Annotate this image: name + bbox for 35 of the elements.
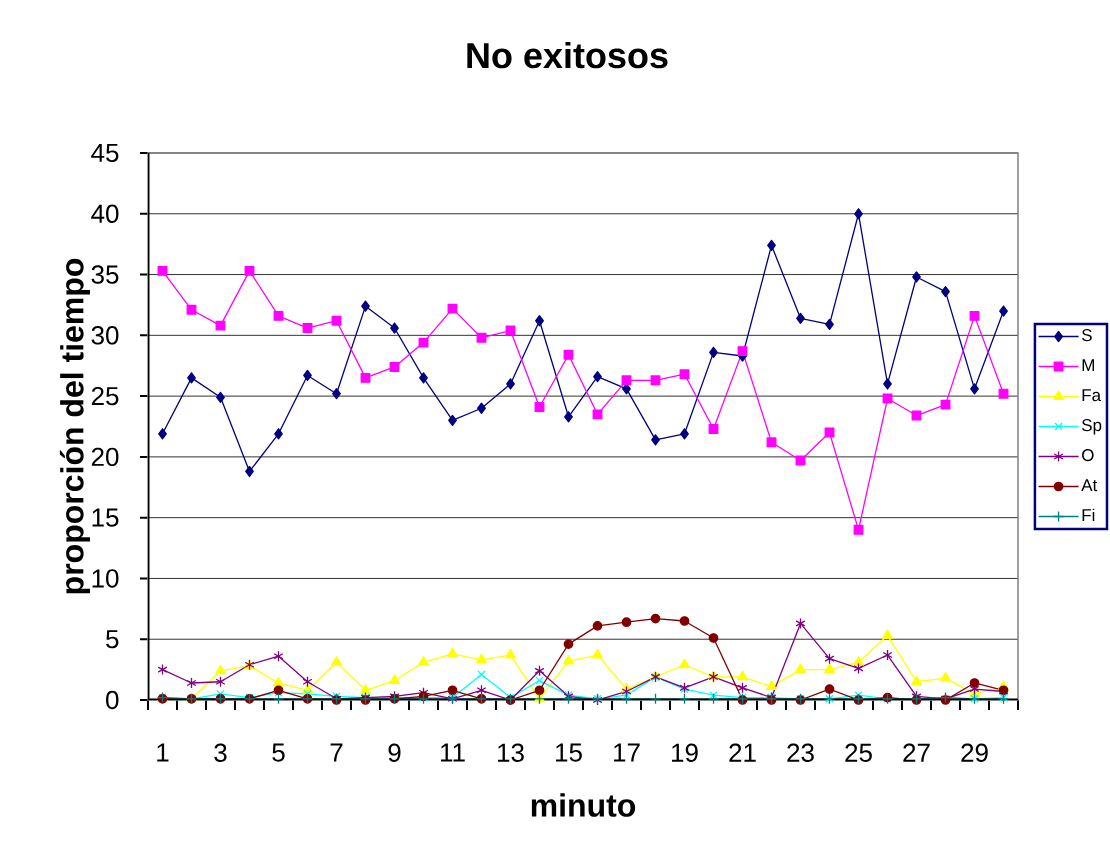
legend-label: Fa	[1082, 389, 1102, 402]
x-tick-label: 5	[272, 743, 285, 762]
x-tick-label: 27	[903, 743, 930, 762]
y-tick-label: 30	[91, 326, 119, 345]
legend-label: M	[1082, 359, 1094, 371]
x-tick-label: 15	[556, 743, 582, 762]
x-tick-label: 25	[845, 743, 872, 762]
x-axis-title: minuto	[531, 793, 636, 817]
x-tick-label: 29	[961, 743, 988, 762]
x-tick-label: 3	[214, 743, 227, 762]
x-tick-label: 17	[614, 743, 640, 762]
x-tick-label: 21	[729, 743, 756, 762]
legend-label: At	[1081, 479, 1098, 492]
x-tick-label: 11	[440, 743, 465, 762]
y-axis-title: proporción del tiempo	[59, 258, 90, 594]
x-tick-label: 13	[498, 743, 524, 762]
y-tick-label: 0	[106, 690, 119, 710]
y-tick-label: 20	[91, 447, 119, 467]
chart-title: No exitosos	[467, 41, 668, 69]
legend-label: O	[1082, 449, 1094, 462]
x-tick-label: 7	[330, 743, 343, 762]
y-tick-label: 15	[92, 508, 119, 527]
y-tick-label: 25	[91, 386, 119, 406]
y-tick-label: 35	[91, 265, 119, 284]
y-tick-label: 10	[92, 569, 119, 588]
x-tick-label: 1	[157, 743, 169, 762]
legend-label: S	[1081, 329, 1092, 342]
y-tick-label: 45	[91, 143, 119, 163]
legend-label: Sp	[1081, 419, 1102, 435]
x-tick-label: 9	[388, 743, 401, 762]
x-tick-label: 19	[672, 743, 698, 762]
y-tick-label: 5	[106, 630, 119, 649]
x-tick-label: 23	[787, 743, 814, 762]
legend-label: Fi	[1082, 508, 1095, 521]
y-tick-label: 40	[91, 204, 119, 223]
